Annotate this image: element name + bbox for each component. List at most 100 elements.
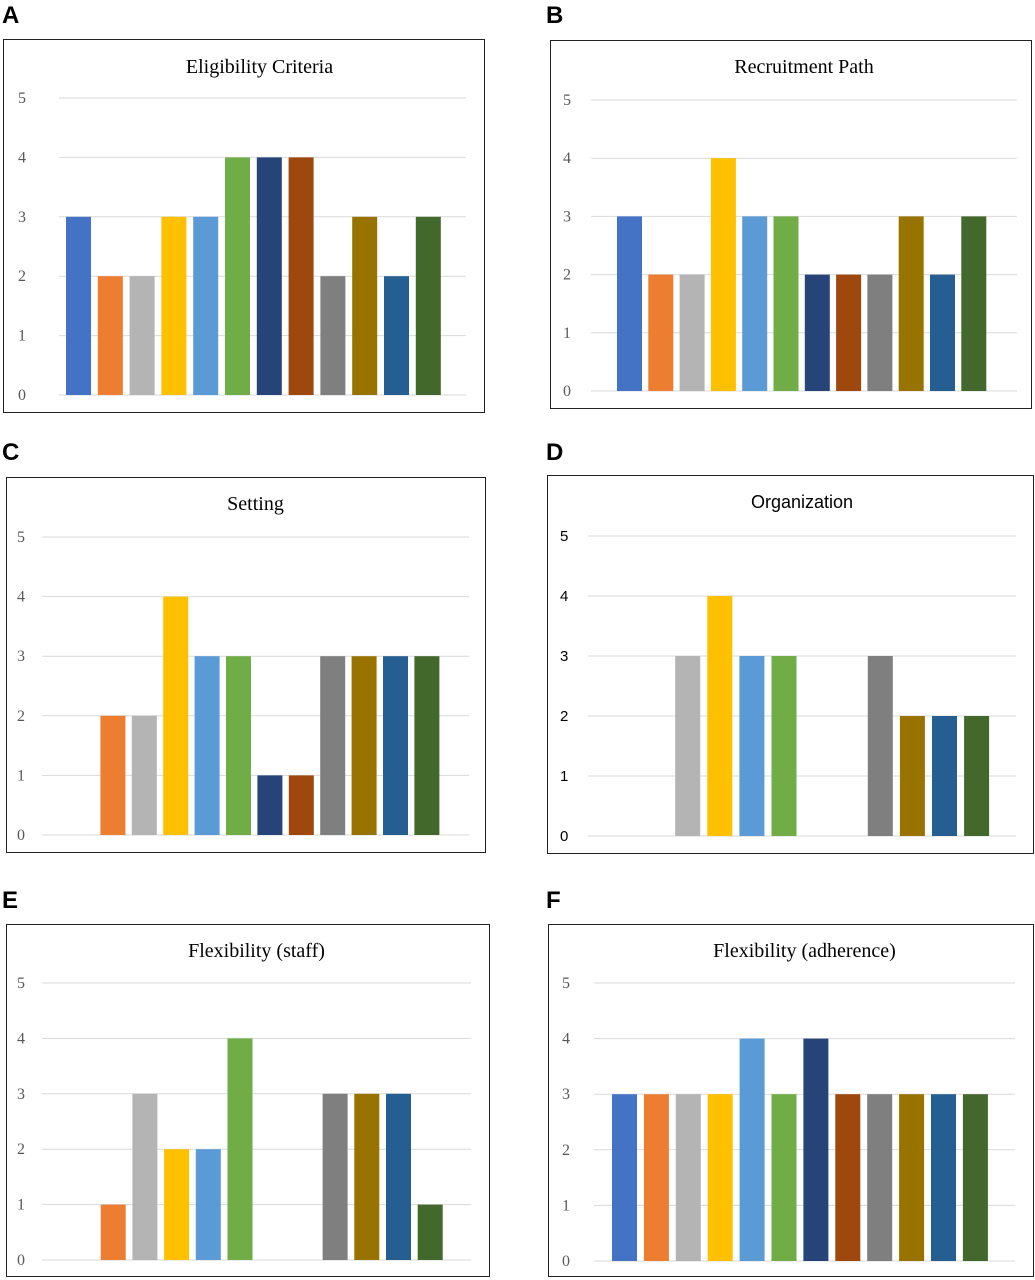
bar — [643, 1094, 669, 1261]
bar — [964, 716, 990, 836]
bar — [867, 656, 893, 836]
panel-letter-d: D — [546, 439, 564, 466]
bar — [867, 274, 893, 391]
bar — [100, 1204, 126, 1260]
bar — [320, 656, 346, 835]
y-tick-label: 4 — [562, 1031, 570, 1048]
y-tick-label: 1 — [562, 1197, 570, 1214]
bar — [773, 216, 799, 391]
bar — [707, 596, 733, 836]
chart-svg-c: Setting 0 1 2 3 4 5 — [17, 493, 469, 844]
bar — [415, 216, 441, 395]
bar — [898, 216, 924, 391]
bar — [194, 656, 220, 835]
y-tick-label: 4 — [560, 588, 568, 605]
y-tick-label: 0 — [563, 383, 571, 400]
bar — [193, 216, 219, 395]
y-tick-label: 5 — [562, 975, 570, 992]
chart-flexibility-adherence: Flexibility (adherence) 0 1 2 3 4 5 — [548, 924, 1034, 1277]
bar — [288, 775, 314, 835]
chart-svg-f: Flexibility (adherence) 0 1 2 3 4 5 — [562, 940, 1015, 1270]
bar — [679, 274, 705, 391]
bar — [414, 656, 440, 835]
chart-svg-e: Flexibility (staff) 0 1 2 3 4 5 — [17, 940, 471, 1269]
y-tick-label: 0 — [560, 828, 568, 845]
chart-organization: Organization 0 1 2 3 4 5 — [547, 475, 1034, 854]
bar — [163, 596, 189, 835]
chart-svg-b: Recruitment Path 0 1 2 3 4 5 — [563, 56, 1017, 400]
y-tick-label: 5 — [563, 92, 571, 109]
panel-letter-f: F — [546, 887, 561, 914]
bar — [132, 1093, 158, 1260]
panel-letter-b: B — [546, 2, 564, 29]
bar — [225, 157, 250, 395]
y-tick-label: 2 — [17, 1141, 25, 1158]
bar — [129, 276, 155, 395]
chart-title: Flexibility (staff) — [188, 940, 325, 962]
bar — [675, 1094, 701, 1261]
y-tick-label: 4 — [563, 150, 571, 167]
y-tick-label: 0 — [562, 1253, 570, 1270]
panel-letter-a: A — [2, 2, 20, 29]
bar — [962, 1094, 988, 1261]
y-tick-label: 0 — [17, 827, 25, 844]
bar — [383, 656, 408, 835]
y-tick-label: 2 — [17, 708, 25, 725]
y-tick-label: 3 — [560, 648, 568, 665]
y-tick-label: 3 — [17, 1086, 25, 1103]
bar — [867, 1094, 893, 1261]
chart-title: Recruitment Path — [734, 56, 873, 78]
bar — [195, 1149, 221, 1260]
bar — [354, 1093, 380, 1260]
bar — [771, 1094, 797, 1261]
bar — [257, 775, 283, 835]
y-tick-label: 5 — [560, 528, 568, 545]
bar — [803, 1038, 829, 1261]
y-tick-label: 4 — [18, 149, 26, 166]
bar — [648, 274, 674, 391]
y-tick-label: 2 — [563, 267, 571, 284]
y-tick-label: 4 — [17, 1030, 25, 1047]
bar — [352, 216, 378, 395]
y-tick-label: 3 — [562, 1086, 570, 1103]
bar — [322, 1093, 348, 1260]
y-tick-label: 5 — [17, 529, 25, 546]
bar — [351, 656, 377, 835]
y-tick-label: 0 — [17, 1252, 25, 1269]
bar — [739, 656, 765, 836]
bar — [417, 1204, 443, 1260]
chart-eligibility-criteria: Eligibility Criteria 0 1 2 3 4 5 — [3, 39, 485, 413]
bar — [320, 276, 346, 395]
y-tick-label: 1 — [18, 328, 26, 345]
bar — [899, 1094, 925, 1261]
bar — [742, 216, 768, 391]
bar — [131, 715, 157, 835]
bar — [804, 274, 830, 391]
bar — [710, 158, 736, 391]
bar — [612, 1094, 637, 1261]
bar — [386, 1093, 411, 1260]
bar — [836, 274, 862, 391]
bar — [771, 656, 797, 836]
chart-flexibility-staff: Flexibility (staff) 0 1 2 3 4 5 — [6, 924, 490, 1277]
y-tick-label: 5 — [18, 90, 26, 107]
bar — [288, 157, 314, 395]
chart-title: Organization — [751, 492, 853, 512]
bar — [66, 216, 91, 395]
chart-title: Setting — [227, 493, 284, 515]
y-tick-label: 3 — [563, 208, 571, 225]
y-tick-label: 4 — [17, 589, 25, 606]
bar — [835, 1094, 861, 1261]
chart-svg-a: Eligibility Criteria 0 1 2 3 4 5 — [18, 56, 466, 404]
chart-recruitment-path: Recruitment Path 0 1 2 3 4 5 — [550, 40, 1032, 409]
bar — [707, 1094, 733, 1261]
bar — [739, 1038, 765, 1261]
chart-title: Eligibility Criteria — [186, 56, 333, 78]
bar — [226, 656, 251, 835]
bar — [384, 276, 409, 395]
y-tick-label: 3 — [18, 209, 26, 226]
y-tick-label: 1 — [17, 767, 25, 784]
panel-letter-c: C — [2, 439, 20, 466]
bar — [675, 656, 701, 836]
bar — [899, 716, 925, 836]
